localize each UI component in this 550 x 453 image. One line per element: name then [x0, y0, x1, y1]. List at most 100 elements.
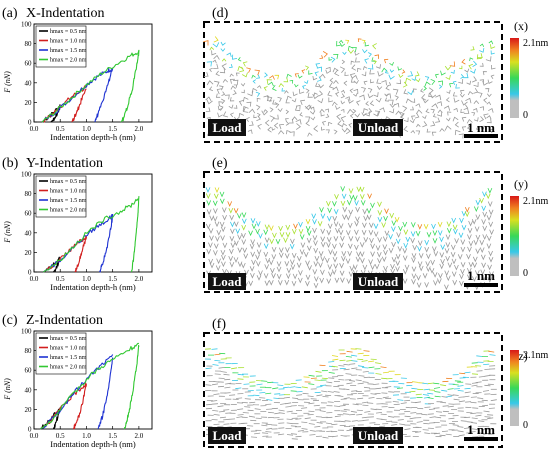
atom-bond	[423, 422, 430, 425]
atom-bond	[483, 410, 490, 413]
atom-bond	[373, 383, 380, 385]
atom-bond	[409, 118, 415, 124]
atom-bond	[285, 118, 289, 122]
atom-bond	[445, 234, 451, 241]
atom-bond	[356, 186, 362, 193]
atom-bond	[375, 387, 382, 390]
atom-bond	[392, 88, 399, 95]
series-line-load	[41, 85, 87, 123]
atom-bond	[333, 263, 339, 270]
atom-bond	[357, 38, 362, 43]
atom-bond	[451, 217, 457, 224]
atom-bond	[471, 76, 478, 83]
atom-bond	[228, 104, 234, 109]
atom-bond	[208, 86, 214, 92]
atom-bond	[477, 92, 483, 98]
atom-bond	[215, 93, 221, 98]
atom-bond	[467, 234, 472, 240]
atom-bond	[242, 412, 249, 414]
snapshot-panel-e: (e) Load Unload 1 nm (y) 2.1nm 0	[203, 156, 549, 293]
atom-bond	[211, 400, 218, 402]
atom-bond	[395, 238, 401, 245]
atom-bond	[203, 72, 209, 77]
scale-bar-e	[464, 283, 498, 287]
atom-bond	[340, 89, 346, 94]
atom-bond	[367, 87, 373, 93]
atom-bond	[316, 394, 323, 397]
x-tick-label: 0.5	[56, 275, 65, 283]
atom-bond	[370, 79, 375, 84]
atom-bond	[211, 50, 217, 56]
atom-bond	[214, 80, 220, 87]
atom-bond	[368, 397, 375, 399]
atom-bond	[342, 207, 348, 213]
atom-bond	[440, 70, 446, 76]
atom-bond	[301, 421, 308, 423]
atom-bond	[388, 247, 394, 254]
atom-bond	[321, 126, 325, 131]
atom-bond	[339, 270, 345, 277]
scale-bar-label-e: 1 nm	[467, 268, 495, 283]
legend: hmax = 0.5 nm hmax = 1.0 nm hmax = 1.5 nm h…	[35, 332, 87, 375]
atom-bond	[285, 402, 292, 405]
atom-bond	[333, 391, 340, 393]
series-line-unload	[99, 213, 114, 273]
atom-bond	[457, 390, 464, 392]
atom-bond	[425, 108, 430, 114]
atom-bond	[446, 221, 452, 228]
atom-bond	[407, 90, 414, 96]
x-tick-label: 1.0	[82, 275, 91, 283]
atom-bond	[346, 278, 352, 285]
atom-bond	[359, 186, 365, 193]
atom-bond	[473, 206, 479, 212]
atom-bond	[283, 237, 288, 244]
atom-bond	[438, 80, 443, 86]
atom-bond	[417, 240, 423, 247]
atom-bond	[444, 65, 452, 71]
atom-bond	[361, 71, 367, 77]
atom-bond	[389, 62, 394, 66]
atom-bond	[409, 390, 416, 393]
atom-bond	[384, 69, 389, 74]
atom-bond	[429, 416, 436, 418]
atom-bond	[452, 280, 458, 286]
atom-bond	[238, 99, 245, 106]
atom-bond	[475, 248, 481, 255]
atom-bond	[320, 112, 325, 117]
atom-bond	[365, 101, 369, 106]
atom-bond	[333, 209, 339, 215]
atom-bond	[464, 211, 470, 218]
atom-bond	[290, 390, 297, 392]
atom-bond	[375, 64, 381, 69]
atom-bond	[411, 257, 416, 264]
atom-bond	[485, 56, 492, 62]
atom-bond	[447, 262, 453, 269]
atom-bond	[445, 275, 451, 282]
atom-bond	[238, 112, 245, 119]
atom-bond	[291, 252, 297, 259]
atom-bond	[292, 91, 298, 97]
atom-bond	[223, 409, 230, 411]
atom-bond	[440, 384, 447, 387]
atom-bond	[302, 392, 309, 395]
atom-bond	[466, 267, 472, 274]
atom-bond	[424, 282, 429, 288]
atom-bond	[370, 408, 377, 411]
load-label-d: Load	[213, 120, 243, 135]
atom-bond	[317, 221, 323, 227]
atom-bond	[209, 235, 214, 242]
atom-bond	[340, 108, 345, 113]
atom-bond	[352, 264, 358, 271]
atom-bond	[490, 44, 496, 49]
atom-bond	[467, 125, 472, 131]
atom-bond	[391, 424, 398, 426]
atom-bond	[350, 60, 355, 65]
atom-bond	[316, 66, 322, 72]
atom-bond	[320, 384, 327, 387]
atom-bond	[375, 245, 381, 251]
dashed-frame-e	[203, 171, 503, 293]
atom-bond	[402, 221, 408, 228]
atom-bond	[343, 363, 350, 366]
atom-bond	[327, 121, 333, 127]
atom-bond	[354, 229, 359, 236]
